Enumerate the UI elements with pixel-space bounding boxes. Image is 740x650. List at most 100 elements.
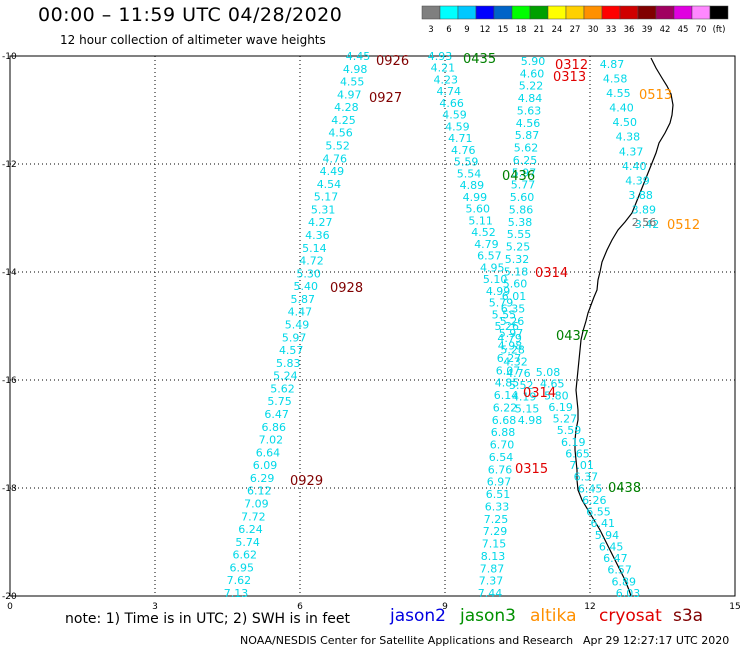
y-tick-label: -14 (2, 268, 17, 278)
wave-height-value: 5.49 (285, 319, 310, 332)
wave-height-value: 4.47 (288, 306, 313, 319)
wave-height-value: 7.44 (478, 587, 503, 600)
wave-height-value: 4.58 (603, 73, 628, 86)
wave-height-value: 6.65 (565, 447, 590, 460)
wave-height-value: 4.54 (317, 178, 342, 191)
altimeter-tracks: 4.454.984.554.974.284.254.565.524.764.49… (224, 50, 660, 600)
wave-height-value: 5.22 (519, 80, 544, 93)
page-subtitle: 12 hour collection of altimeter wave hei… (60, 33, 326, 47)
wave-height-value: 4.56 (516, 117, 541, 130)
wave-height-value: 7.01 (569, 459, 594, 472)
wave-height-value: 4.50 (612, 116, 637, 129)
wave-height-value: 6.70 (490, 439, 515, 452)
x-tick-label: 9 (442, 602, 448, 610)
wave-height-value: 6.25 (513, 154, 538, 167)
scale-label: 45 (678, 25, 689, 35)
wave-height-value: 6.09 (253, 459, 278, 472)
wave-height-value: 7.37 (479, 575, 504, 588)
wave-height-value: 5.14 (302, 242, 327, 255)
pass-label: 0926 (376, 54, 409, 69)
wave-height-value: 4.93 (428, 50, 453, 63)
wave-height-value: 4.57 (279, 344, 304, 357)
wave-height-value: 4.36 (305, 229, 330, 242)
wave-height-value: 4.76 (323, 152, 348, 165)
wave-height-value: 6.14 (494, 389, 519, 402)
wave-height-map[interactable]: 0 3 6 9 12 15-10-12-14-16-18-20 4.454.984.554… (0, 0, 740, 610)
wave-height-value: 5.38 (508, 216, 533, 229)
wave-height-value: 6.07 (496, 364, 521, 377)
pass-label: 0435 (463, 52, 496, 67)
legend-cryosat: cryosat (599, 606, 662, 626)
pass-label: 0312 (555, 58, 588, 73)
wave-height-value: 4.85 (495, 377, 520, 390)
wave-height-value: 3.89 (632, 203, 657, 216)
wave-height-value: 6.89 (612, 575, 637, 588)
scale-label: 12 (480, 25, 491, 35)
wave-height-value: 5.97 (512, 166, 537, 179)
wave-height-value: 2.56 (632, 216, 657, 229)
scale-label: 42 (660, 25, 671, 35)
wave-height-value: 4.27 (308, 216, 333, 229)
wave-height-value: 4.59 (442, 109, 467, 122)
pass-label: 0513 (639, 88, 672, 103)
pass-label: 0927 (369, 91, 402, 106)
wave-height-value: 6.68 (492, 414, 517, 427)
wave-height-value: 4.99 (486, 285, 511, 298)
wave-height-value: 6.62 (232, 549, 257, 562)
wave-height-value: 5.86 (509, 203, 534, 216)
wave-height-value: 5.08 (536, 366, 561, 379)
wave-height-value: 6.33 (485, 500, 510, 513)
wave-height-value: 4.40 (622, 160, 647, 173)
wave-height-value: 5.59 (454, 156, 479, 169)
wave-height-value: 6.47 (264, 408, 289, 421)
wave-height-value: 5.27 (553, 413, 578, 426)
wave-height-value: 5.90 (521, 55, 546, 68)
wave-height-value: 6.41 (590, 517, 615, 530)
wave-height-value: 5.55 (492, 308, 517, 321)
wave-height-value: 7.09 (244, 498, 269, 511)
wave-height-value: 4.89 (460, 179, 485, 192)
wave-height-value: 5.26 (500, 315, 525, 328)
wave-height-value: 4.21 (431, 62, 456, 75)
wave-height-value: 7.72 (241, 510, 266, 523)
page-title: 00:00 – 11:59 UTC 04/28/2020 (38, 4, 343, 26)
wave-height-value: 5.24 (273, 370, 298, 383)
pass-label: 0929 (290, 474, 323, 489)
wave-height-value: 6.12 (247, 485, 272, 498)
wave-height-value: 6.51 (486, 488, 511, 501)
wave-height-value: 6.29 (250, 472, 275, 485)
wave-height-value: 5.79 (489, 297, 514, 310)
wave-height-value: 4.66 (439, 97, 464, 110)
wave-height-value: 4.49 (320, 165, 345, 178)
y-tick-label: -16 (2, 376, 17, 386)
wave-height-value: 6.57 (607, 564, 632, 577)
wave-height-value: 5.40 (293, 280, 318, 293)
wave-height-value: 4.40 (609, 102, 634, 115)
wave-height-value: 6.22 (493, 401, 518, 414)
wave-height-value: 6.24 (238, 523, 263, 536)
wave-height-value: 7.25 (484, 513, 509, 526)
wave-height-value: 6.03 (616, 587, 641, 600)
scale-label: 24 (552, 25, 563, 35)
wave-height-value: 5.26 (495, 320, 520, 333)
wave-height-value: 5.15 (515, 402, 540, 415)
wave-height-value: 5.87 (515, 129, 540, 142)
pass-label: 0313 (553, 70, 586, 85)
scale-label: 15 (498, 25, 509, 35)
y-tick-label: -18 (2, 484, 17, 494)
wave-height-value: 5.87 (291, 293, 316, 306)
wave-height-value: 4.65 (540, 378, 565, 391)
wave-height-value: 6.54 (489, 451, 514, 464)
wave-height-value: 5.62 (514, 142, 539, 155)
wave-height-value: 7.29 (483, 525, 508, 538)
wave-height-value: 4.60 (520, 67, 545, 80)
wave-height-value: 5.97 (499, 327, 524, 340)
wave-height-value: 5.80 (544, 389, 569, 402)
wave-height-value: 5.25 (506, 241, 531, 254)
scale-swatch (709, 5, 729, 20)
color-scale-legend: 3 6 9 12 15 18 21 24 27 30 33 36 39 42 45 70 (ft) (421, 5, 729, 35)
wave-height-value: 5.83 (276, 357, 301, 370)
wave-height-value: 4.87 (600, 58, 625, 71)
wave-height-value: 5.60 (465, 203, 490, 216)
y-tick-label: -20 (2, 592, 17, 602)
